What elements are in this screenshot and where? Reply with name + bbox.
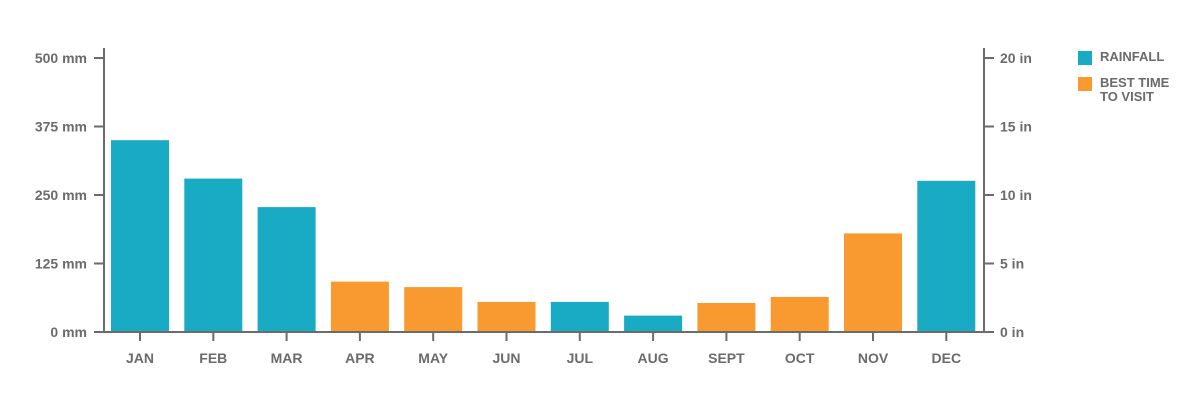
legend-label-rainfall: RAINFALL [1100,49,1165,64]
rainfall-chart: 0 mm 125 mm 250 mm 375 mm 500 mm 0 in 5 in 10 … [35,48,1032,366]
bar-may [404,287,463,332]
right-tick-label: 15 in [1000,119,1032,135]
right-y-axis: 0 in 5 in 10 in 15 in 20 in [983,48,1032,340]
legend-swatch-rainfall [1078,51,1092,65]
x-tick-label: JUL [567,350,594,366]
bar-mar [257,207,316,332]
bar-oct [770,296,829,332]
left-y-axis: 0 mm 125 mm 250 mm 375 mm 500 mm [35,48,105,340]
bar-jul [550,301,609,332]
bar-nov [844,233,902,332]
bar-dec [917,180,976,332]
x-tick-label: OCT [785,350,815,366]
bar-apr [330,281,389,332]
x-tick-label: JUN [492,350,520,366]
x-tick-label: FEB [199,350,227,366]
legend-swatch-best-time [1078,77,1092,91]
bar-jan [111,140,169,332]
legend: RAINFALL BEST TIME TO VISIT [1078,50,1193,115]
bar-jun [477,301,536,332]
bar-sept [697,303,756,332]
right-tick-label: 10 in [1000,187,1032,203]
left-tick-label: 250 mm [35,187,87,203]
right-tick-label: 0 in [1000,324,1024,340]
x-axis: JAN FEB MAR APR MAY JUN JUL AUG SEPT OCT NOV DEC [95,331,994,366]
legend-item-best-time: BEST TIME TO VISIT [1078,76,1193,104]
x-tick-label: DEC [932,350,962,366]
x-tick-label: APR [345,350,375,366]
left-tick-label: 125 mm [35,256,87,272]
legend-label-best-time: BEST TIME TO VISIT [1100,75,1170,104]
x-tick-label: MAY [418,350,448,366]
x-tick-label: JAN [126,350,154,366]
x-tick-label: AUG [638,350,669,366]
left-tick-label: 0 mm [50,324,87,340]
right-tick-label: 5 in [1000,256,1024,272]
x-tick-label: SEPT [708,350,745,366]
x-tick-label: NOV [858,350,889,366]
left-tick-label: 375 mm [35,119,87,135]
x-tick-label: MAR [271,350,303,366]
bars-group [111,140,976,332]
bar-feb [184,178,243,332]
legend-item-rainfall: RAINFALL [1078,50,1193,65]
right-tick-label: 20 in [1000,50,1032,66]
left-tick-label: 500 mm [35,50,87,66]
bar-aug [624,315,683,332]
